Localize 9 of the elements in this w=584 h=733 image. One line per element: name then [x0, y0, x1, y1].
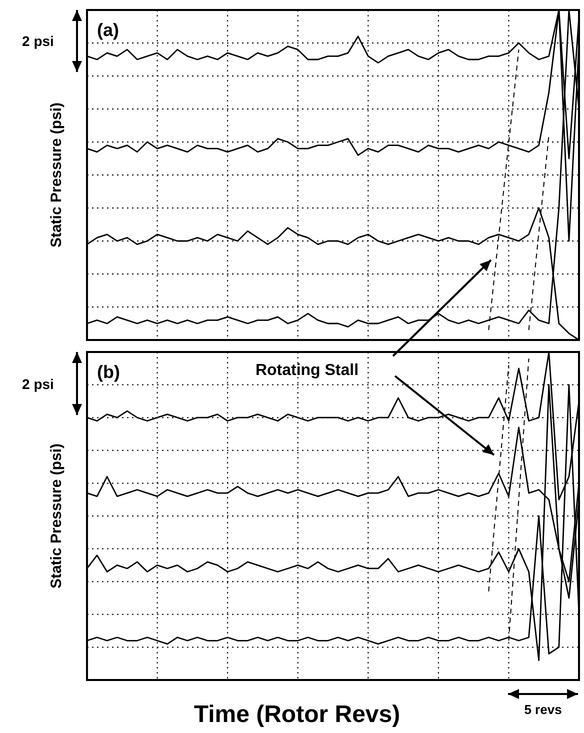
annotation: (a) [97, 20, 120, 40]
y-axis-title: Static Pressure (psi) [48, 443, 65, 589]
annotation: (b) [97, 362, 120, 382]
annotation: Rotating Stall [255, 362, 359, 379]
text: 2 psi [22, 33, 54, 49]
y-axis-title: Static Pressure (psi) [48, 102, 65, 248]
x-axis-title: Time (Rotor Revs) [194, 701, 400, 728]
text: 5 revs [524, 702, 562, 717]
text: 2 psi [22, 376, 54, 392]
